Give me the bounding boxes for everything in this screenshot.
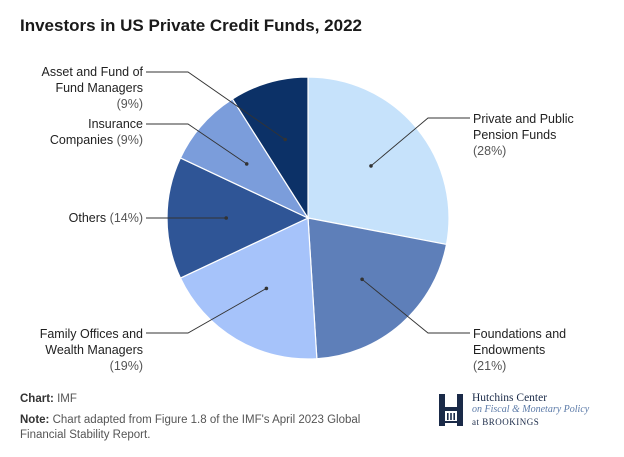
slice-label-pension-funds: Private and Public Pension Funds (28%) — [473, 112, 574, 158]
pie-slice-pension-funds — [307, 76, 450, 246]
leader-line-pension-funds — [370, 117, 470, 167]
chart-note: Note: Chart adapted from Figure 1.8 of t… — [20, 413, 360, 443]
note-text-line1: Chart adapted from Figure 1.8 of the IMF… — [52, 414, 361, 426]
logo-line3: at BROOKINGS — [472, 417, 540, 427]
chart-title: Investors in US Private Credit Funds, 20… — [20, 16, 363, 35]
leader-dot-insurance-companies — [244, 162, 249, 166]
pie-slice-insurance-companies — [179, 98, 310, 220]
leader-line-asset-fund-managers — [146, 71, 286, 140]
leader-dot-pension-funds — [369, 164, 373, 168]
chart-source: Chart: IMF — [20, 392, 77, 407]
slice-label-insurance-companies: Insurance Companies (9%) — [50, 117, 143, 147]
source-label: Chart: — [20, 393, 54, 405]
pie-slice-family-offices — [179, 217, 318, 360]
pie-slice-foundations-endowments — [307, 217, 448, 360]
leader-dot-others — [224, 216, 228, 220]
leader-line-family-offices — [146, 288, 267, 334]
slice-label-others: Others (14%) — [69, 211, 143, 225]
hutchins-h-icon — [439, 394, 463, 426]
note-text-line2: Financial Stability Report. — [20, 429, 151, 441]
slice-label-family-offices: Family Offices and Wealth Managers (19%) — [40, 327, 143, 373]
leader-dot-asset-fund-managers — [283, 137, 288, 142]
slice-label-foundations-endowments: Foundations and Endowments (21%) — [473, 327, 566, 373]
leader-dot-foundations-endowments — [360, 277, 364, 282]
source-value: IMF — [57, 393, 77, 405]
logo-line1: Hutchins Center — [472, 392, 548, 404]
note-label: Note: — [20, 414, 50, 426]
slice-label-asset-fund-managers: Asset and Fund of Fund Managers (9%) — [42, 65, 144, 111]
leader-dot-family-offices — [264, 286, 269, 291]
hutchins-center-logo: Hutchins Center on Fiscal & Monetary Pol… — [438, 392, 608, 432]
leader-line-foundations-endowments — [361, 278, 470, 334]
pie-slice-asset-fund-managers — [231, 76, 309, 221]
leader-line-insurance-companies — [146, 123, 247, 165]
logo-line2: on Fiscal & Monetary Policy — [472, 404, 590, 415]
